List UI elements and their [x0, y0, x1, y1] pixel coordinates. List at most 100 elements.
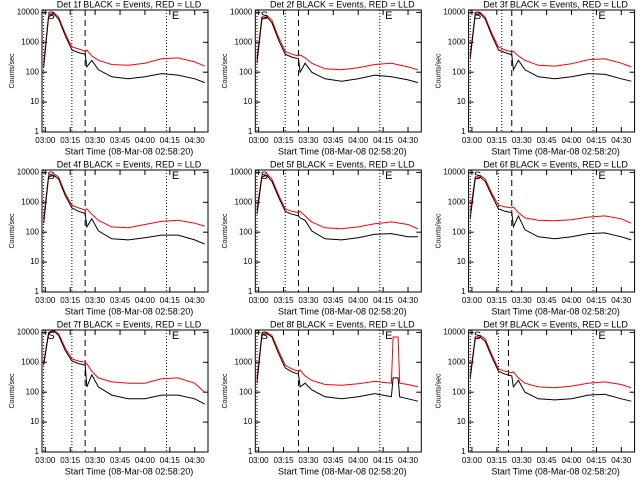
x-tick-label: 04:30	[611, 456, 632, 465]
plot-frame	[41, 329, 209, 453]
x-tick-label: 03:00	[462, 136, 483, 145]
annotation: S	[474, 10, 481, 22]
x-tick-label: 03:00	[462, 296, 483, 305]
x-tick-label: 03:45	[323, 456, 344, 465]
y-axis-label: Counts/sec	[435, 373, 442, 409]
annotation: S	[261, 330, 268, 342]
x-tick-label: 04:15	[373, 296, 394, 305]
y-tick-label: 1	[35, 447, 40, 456]
plot-area	[256, 173, 419, 241]
annotation: S	[261, 10, 268, 22]
annotation: E	[385, 170, 392, 182]
x-tick-label: 04:30	[398, 456, 419, 465]
x-tick-label: 03:15	[487, 136, 508, 145]
y-axis-label: Counts/sec	[435, 213, 442, 249]
panel: Det 7f BLACK = Events, RED = LLD Start Ti…	[9, 319, 209, 476]
x-tick-label: 04:15	[373, 136, 394, 145]
y-tick-label: 100	[452, 67, 466, 76]
plot-area	[43, 330, 206, 405]
x-tick-label: 04:15	[160, 136, 181, 145]
annotation: E	[598, 10, 605, 22]
x-tick-label: 03:00	[249, 296, 270, 305]
y-tick-label: 1	[461, 447, 466, 456]
panel-title: Det 7f BLACK = Events, RED = LLD	[57, 319, 202, 329]
series-line	[43, 330, 205, 405]
x-tick-label: 04:00	[348, 456, 369, 465]
y-axis-label: Counts/sec	[222, 213, 229, 249]
panel-title: Det 2f BLACK = Events, RED = LLD	[270, 0, 415, 9]
y-tick-label: 10000	[17, 7, 40, 16]
series-line	[469, 176, 632, 241]
y-tick-label: 1	[248, 447, 253, 456]
plot-frame	[254, 329, 422, 453]
y-tick-label: 10	[30, 257, 39, 266]
y-axis-label: Counts/sec	[435, 53, 442, 89]
x-tick-label: 03:30	[512, 456, 533, 465]
x-tick-label: 03:30	[85, 456, 106, 465]
series-line	[43, 174, 205, 245]
series-line	[256, 331, 419, 388]
x-tick-label: 04:00	[135, 296, 156, 305]
panel: Det 1f BLACK = Events, RED = LLD Start Ti…	[9, 0, 209, 156]
annotation: E	[172, 330, 179, 342]
y-axis-label: Counts/sec	[9, 213, 16, 249]
panel-title: Det 4f BLACK = Events, RED = LLD	[57, 159, 202, 169]
plot-frame	[254, 9, 422, 133]
annotation: S	[47, 170, 54, 182]
x-tick-label: 03:00	[35, 456, 56, 465]
x-tick-label: 03:15	[274, 456, 295, 465]
x-tick-label: 04:30	[185, 456, 206, 465]
y-tick-label: 1	[461, 127, 466, 136]
plot-area	[43, 11, 205, 84]
x-tick-label: 04:00	[348, 296, 369, 305]
panel-title: Det 8f BLACK = Events, RED = LLD	[270, 319, 415, 329]
y-tick-label: 10	[243, 97, 252, 106]
series-line	[256, 16, 419, 84]
y-tick-label: 10	[457, 417, 466, 426]
x-tick-label: 03:45	[537, 456, 558, 465]
x-tick-label: 03:45	[110, 296, 131, 305]
panel: Det 9f BLACK = Events, RED = LLD Start Ti…	[435, 319, 636, 476]
y-tick-label: 1	[35, 287, 40, 296]
x-tick-label: 03:15	[60, 456, 81, 465]
x-tick-label: 03:00	[35, 136, 56, 145]
x-tick-label: 04:15	[586, 296, 607, 305]
x-tick-label: 04:15	[586, 136, 607, 145]
y-axis-label: Counts/sec	[222, 53, 229, 89]
x-axis-label: Start Time (08-Mar-08 02:58:20)	[65, 146, 194, 156]
y-tick-label: 1000	[21, 357, 39, 366]
x-tick-label: 03:15	[274, 136, 295, 145]
x-tick-label: 03:45	[110, 456, 131, 465]
x-tick-label: 04:15	[373, 456, 394, 465]
x-tick-label: 04:30	[611, 136, 632, 145]
x-tick-label: 03:15	[60, 136, 81, 145]
x-tick-label: 04:15	[160, 296, 181, 305]
y-tick-label: 1000	[235, 357, 253, 366]
x-tick-label: 03:45	[323, 136, 344, 145]
y-tick-label: 10000	[230, 327, 253, 336]
series-line	[43, 330, 206, 393]
y-tick-label: 10000	[230, 167, 253, 176]
panel: Det 5f BLACK = Events, RED = LLD Start Ti…	[222, 159, 422, 316]
plot-frame	[41, 9, 209, 133]
x-tick-label: 03:30	[85, 136, 106, 145]
series-line	[469, 174, 632, 224]
x-tick-label: 03:00	[249, 136, 270, 145]
x-tick-label: 04:30	[611, 296, 632, 305]
x-tick-label: 03:15	[60, 296, 81, 305]
x-tick-label: 03:00	[35, 296, 56, 305]
y-tick-label: 10000	[443, 167, 466, 176]
y-tick-label: 1000	[235, 197, 253, 206]
y-tick-label: 1	[248, 287, 253, 296]
y-tick-label: 10	[457, 257, 466, 266]
x-axis-label: Start Time (08-Mar-08 02:58:20)	[491, 146, 620, 156]
x-axis-label: Start Time (08-Mar-08 02:58:20)	[278, 146, 407, 156]
x-tick-label: 03:45	[110, 136, 131, 145]
series-line	[469, 13, 632, 82]
y-tick-label: 10000	[17, 327, 40, 336]
y-tick-label: 1000	[448, 197, 466, 206]
x-axis-label: Start Time (08-Mar-08 02:58:20)	[65, 466, 194, 476]
y-tick-label: 10	[243, 257, 252, 266]
y-axis-label: Counts/sec	[222, 373, 229, 409]
